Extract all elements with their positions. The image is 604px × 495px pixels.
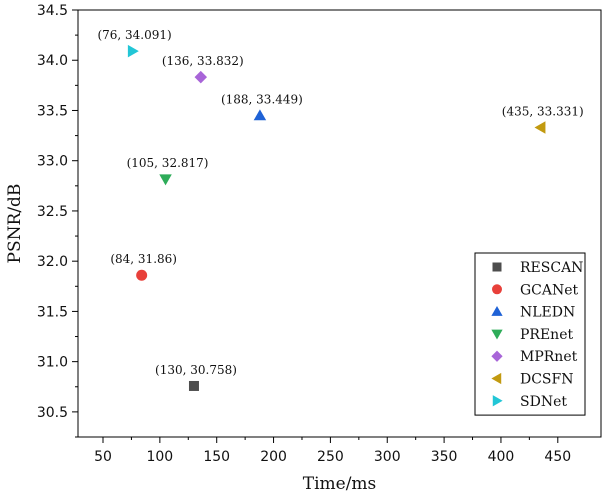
plot-area: [77, 9, 602, 438]
label-gcanet: (84, 31.86): [110, 252, 177, 266]
point-dcsfn: [534, 121, 546, 134]
legend-label-gcanet: GCANet: [520, 282, 579, 298]
y-tick-label: 30.5: [37, 405, 68, 421]
data-points: [127, 44, 546, 391]
legend-label-dcsfn: DCSFN: [520, 372, 574, 388]
y-tick-label: 33.5: [37, 103, 68, 119]
legend-marker-mprnet: [491, 350, 503, 362]
point-nledn: [253, 109, 267, 121]
data-labels: (130, 30.758) (84, 31.86) (188, 33.449) (10…: [97, 28, 583, 377]
legend-marker-rescan: [492, 262, 502, 272]
legend-marker-gcanet: [492, 284, 502, 295]
label-prenet: (105, 32.817): [127, 156, 209, 170]
legend-marker-nledn: [491, 305, 503, 316]
x-tick-label: 250: [317, 449, 344, 465]
y-tick-label: 34.5: [37, 3, 68, 19]
point-gcanet: [136, 269, 148, 281]
legend-label-sdnet: SDNet: [520, 394, 567, 410]
point-sdnet: [127, 44, 139, 58]
label-dcsfn: (435, 33.331): [502, 104, 584, 118]
y-tick-label: 31.5: [37, 304, 68, 320]
x-tick-label: 100: [146, 449, 173, 465]
x-tick-label: 300: [374, 449, 401, 465]
legend-marker-dcsfn: [491, 372, 502, 385]
legend: RESCAN GCANet NLEDN PREnet MPRnet DCSFN SDNet: [474, 252, 586, 416]
label-sdnet: (76, 34.091): [97, 28, 171, 42]
x-axis-title: Time/ms: [303, 474, 377, 494]
y-axis: 30.5 31.0 31.5 32.0 32.5 33.0 33.5 34.0 34.5: [37, 3, 78, 438]
point-prenet: [159, 174, 172, 186]
legend-label-prenet: PREnet: [520, 327, 573, 343]
x-tick-label: 350: [431, 449, 458, 465]
x-tick-label: 150: [203, 449, 230, 465]
label-rescan: (130, 30.758): [155, 363, 237, 377]
legend-marker-sdnet: [492, 395, 503, 407]
label-mprnet: (136, 33.832): [162, 54, 244, 68]
legend-label-mprnet: MPRnet: [520, 349, 578, 365]
x-tick-label: 400: [488, 449, 515, 465]
point-mprnet: [194, 70, 208, 84]
x-tick-label: 50: [94, 449, 112, 465]
point-rescan: [188, 380, 199, 391]
y-tick-label: 34.0: [37, 53, 68, 69]
x-tick-label: 200: [260, 449, 287, 465]
legend-marker-prenet: [491, 329, 503, 340]
x-axis: 50 100 150 200 250 300 350 400 450: [94, 437, 571, 465]
y-tick-label: 32.5: [37, 204, 68, 220]
legend-box: [474, 252, 586, 416]
y-tick-label: 33.0: [37, 154, 68, 170]
y-tick-label: 31.0: [37, 355, 68, 371]
y-axis-title: PSNR/dB: [5, 184, 25, 264]
legend-label-rescan: RESCAN: [520, 260, 583, 276]
label-nledn: (188, 33.449): [221, 93, 303, 107]
legend-label-nledn: NLEDN: [520, 305, 575, 321]
x-tick-label: 450: [544, 449, 571, 465]
y-tick-label: 32.0: [37, 254, 68, 270]
